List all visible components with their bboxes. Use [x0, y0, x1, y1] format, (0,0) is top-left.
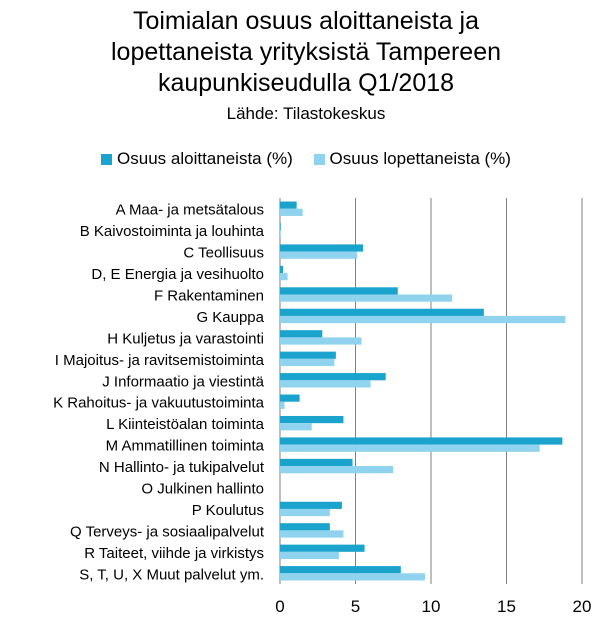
- bar: [280, 394, 300, 402]
- bar: [280, 530, 344, 538]
- category-label: C Teollisuus: [183, 245, 264, 262]
- bar: [280, 544, 365, 552]
- category-label: O Julkinen hallinto: [141, 481, 264, 498]
- chart-title-line: Toimialan osuus aloittaneista ja: [132, 7, 480, 35]
- bar: [280, 208, 303, 216]
- bar: [280, 501, 342, 509]
- chart-subtitle: Lähde: Tilastokeskus: [226, 104, 386, 123]
- legend-swatch: [101, 153, 113, 165]
- bar: [280, 415, 344, 424]
- bar: [280, 273, 288, 281]
- legend-label: Osuus aloittaneista (%): [117, 149, 293, 168]
- bar: [280, 308, 484, 316]
- bar: [280, 373, 386, 381]
- bar: [280, 444, 540, 452]
- bar: [280, 315, 566, 324]
- category-label: N Hallinto- ja tukipalvelut: [99, 459, 265, 476]
- bar: [280, 380, 371, 388]
- bar: [280, 401, 285, 409]
- legend-item-aloittaneet: Osuus aloittaneista (%): [101, 149, 293, 169]
- bar: [280, 265, 284, 274]
- bar: [280, 287, 398, 295]
- category-label: M Ammatillinen toiminta: [106, 438, 265, 455]
- category-label: K Rahoitus- ja vakuutustoiminta: [53, 395, 265, 412]
- bar: [280, 201, 297, 209]
- x-tick-label: 10: [422, 597, 441, 616]
- bar: [280, 294, 453, 302]
- category-label: Q Terveys- ja sosiaalipalvelut: [70, 523, 265, 540]
- x-tick-label: 15: [497, 597, 516, 616]
- bar: [280, 458, 353, 467]
- legend-label: Osuus lopettaneista (%): [329, 149, 511, 168]
- bar: [280, 523, 330, 531]
- category-label: H Kuljetus ja varastointi: [107, 330, 264, 347]
- category-label: G Kauppa: [196, 309, 264, 326]
- category-label: S, T, U, X Muut palvelut ym.: [79, 566, 264, 583]
- legend-swatch: [313, 153, 325, 165]
- bar: [280, 358, 335, 367]
- bar: [280, 244, 364, 252]
- legend-item-lopettaneet: Osuus lopettaneista (%): [313, 149, 511, 169]
- chart-title: Toimialan osuus aloittaneista ja lopetta…: [0, 6, 612, 99]
- x-tick-label: 0: [275, 597, 284, 616]
- category-label: J Informaatio ja viestintä: [102, 373, 264, 390]
- category-label: L Kiinteistöalan toiminta: [106, 416, 265, 433]
- bar: [280, 437, 563, 445]
- chart-legend: Osuus aloittaneista (%) Osuus lopettanei…: [0, 149, 612, 170]
- bar: [280, 573, 425, 581]
- category-label: R Taiteet, viihde ja virkistys: [84, 545, 264, 562]
- category-label: P Koulutus: [192, 502, 264, 519]
- bar: [280, 330, 323, 338]
- category-label: B Kaivostoiminta ja louhinta: [80, 223, 265, 240]
- bar: [280, 351, 336, 359]
- bar: [280, 337, 362, 345]
- category-label: F Rakentaminen: [154, 288, 264, 305]
- bar: [280, 508, 330, 517]
- bar: [280, 222, 281, 231]
- chart-title-line: lopettaneista yrityksistä Tampereen: [110, 38, 501, 66]
- bar: [280, 423, 312, 431]
- category-label: A Maa- ja metsätalous: [116, 202, 264, 219]
- bar: [280, 230, 281, 238]
- x-tick-label: 5: [351, 597, 360, 616]
- bar: [280, 551, 339, 560]
- chart-title-line: kaupunkiseudulla Q1/2018: [157, 69, 455, 97]
- bar: [280, 251, 358, 259]
- bar: [280, 566, 401, 574]
- x-tick-label: 20: [573, 597, 592, 616]
- category-label: D, E Energia ja vesihuolto: [91, 266, 264, 283]
- category-label: I Majoitus- ja ravitsemistoiminta: [55, 352, 265, 369]
- bar: [280, 466, 394, 474]
